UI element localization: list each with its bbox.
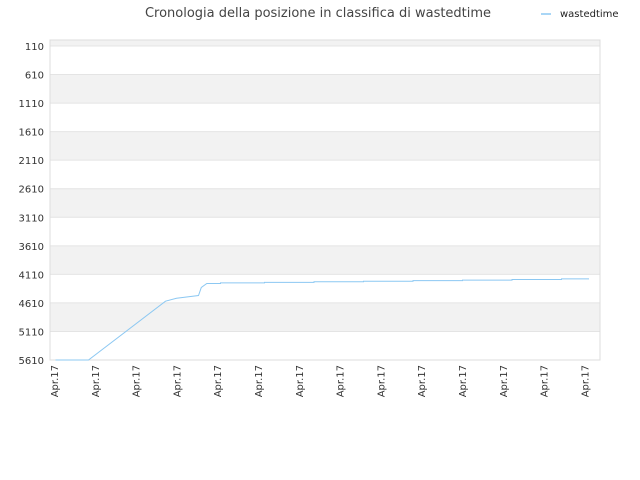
plot-area-border	[49, 39, 601, 361]
series-line-wastedtime	[55, 278, 589, 361]
plot-band	[50, 40, 600, 46]
legend-label: wastedtime	[560, 9, 619, 20]
x-tick-label: Apr.17	[417, 365, 428, 397]
y-tick-label: 5110	[19, 327, 44, 338]
y-tick-label: 2110	[19, 156, 44, 167]
y-axis-ticks: 110 610 1110 1610 2110 2610 3110 3610 4110 4610 51…	[19, 42, 44, 367]
plot-background	[50, 40, 600, 332]
legend: wastedtime	[541, 9, 619, 20]
y-tick-label: 1110	[19, 99, 44, 110]
y-tick-label: 3610	[19, 242, 44, 253]
x-tick-label: Apr.17	[295, 365, 306, 397]
plot-band	[50, 302, 600, 332]
y-tick-label: 610	[25, 71, 44, 82]
x-tick-label: Apr.17	[172, 365, 183, 397]
x-tick-label: Apr.17	[458, 365, 469, 397]
plot-band	[50, 74, 600, 104]
y-tick-label: 5610	[19, 356, 44, 367]
y-tick-label: 4110	[19, 270, 44, 281]
plot-band	[50, 131, 600, 161]
plot-band	[50, 188, 600, 218]
x-tick-label: Apr.17	[132, 365, 143, 397]
y-tick-label: 3110	[19, 213, 44, 224]
x-tick-label: Apr.17	[50, 365, 61, 397]
x-tick-label: Apr.17	[336, 365, 347, 397]
y-tick-label: 110	[25, 42, 44, 53]
plot-band	[50, 245, 600, 275]
x-tick-label: Apr.17	[540, 365, 551, 397]
series-layer	[55, 278, 589, 361]
chart-title: Cronologia della posizione in classifica…	[145, 6, 491, 21]
x-tick-label: Apr.17	[213, 365, 224, 397]
x-tick-label: Apr.17	[580, 365, 591, 397]
x-tick-label: Apr.17	[254, 365, 265, 397]
y-tick-label: 2610	[19, 185, 44, 196]
x-tick-label: Apr.17	[91, 365, 102, 397]
y-tick-label: 4610	[19, 299, 44, 310]
x-tick-label: Apr.17	[376, 365, 387, 397]
x-axis-ticks: Apr.17 Apr.17 Apr.17 Apr.17 Apr.17 Apr.17 Apr.…	[50, 365, 591, 397]
y-tick-label: 1610	[19, 128, 44, 139]
x-tick-label: Apr.17	[499, 365, 510, 397]
